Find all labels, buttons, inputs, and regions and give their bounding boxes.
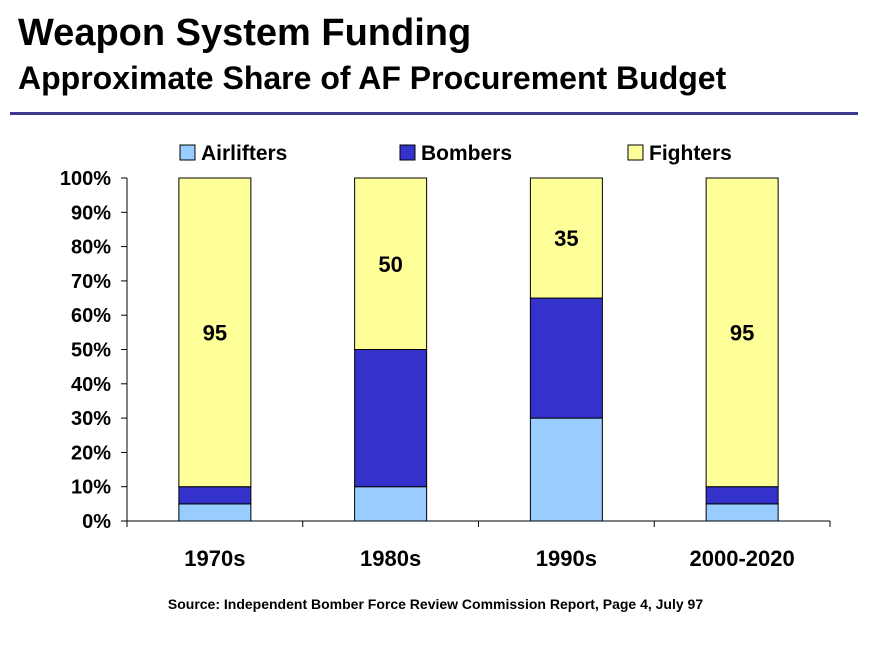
chart-subtitle: Approximate Share of AF Procurement Budg… [18, 60, 727, 96]
bar-fighters-1990s [529, 177, 603, 299]
bar-fighters-2000-2020 [705, 177, 779, 488]
y-tick-label: 70% [71, 271, 111, 293]
source-note: Source: Independent Bomber Force Review … [167, 596, 704, 612]
legend-label-fighters: Fighters [649, 142, 732, 165]
data-label: 95 [203, 320, 227, 345]
y-tick-label: 60% [71, 305, 111, 327]
bar-bombers-1970s [178, 486, 252, 505]
x-tick-label: 1990s [536, 546, 597, 571]
y-tick-label: 90% [71, 202, 111, 224]
y-tick-label: 30% [71, 408, 111, 430]
legend-swatch-fighters [627, 144, 644, 161]
bar-airlifters-1980s [354, 486, 428, 522]
y-tick-label: 10% [71, 477, 111, 499]
x-tick-label: 2000-2020 [690, 546, 795, 571]
y-tick-label: 40% [71, 374, 111, 396]
x-tick-label: 1970s [184, 546, 245, 571]
bar-fighters-1980s [354, 177, 428, 350]
y-tick-label: 100% [60, 168, 111, 190]
bar-bombers-1990s [529, 297, 603, 419]
bar-airlifters-1990s [529, 417, 603, 522]
y-tick-label: 20% [71, 442, 111, 464]
bar-airlifters-2000-2020 [705, 503, 779, 522]
data-label: 35 [554, 226, 578, 251]
y-tick-label: 80% [71, 237, 111, 259]
title-divider [10, 112, 858, 115]
bar-bombers-2000-2020 [705, 486, 779, 505]
x-tick-label: 1980s [360, 546, 421, 571]
bar-fighters-1970s [178, 177, 252, 488]
y-tick-label: 0% [82, 511, 111, 533]
data-label: 50 [378, 252, 402, 277]
chart-title: Weapon System Funding [18, 12, 472, 54]
bar-bombers-1980s [354, 349, 428, 488]
legend-swatch-airlifters [179, 144, 196, 161]
legend-label-bombers: Bombers [421, 142, 512, 165]
bar-airlifters-1970s [178, 503, 252, 522]
legend-label-airlifters: Airlifters [201, 142, 287, 165]
data-label: 95 [730, 320, 754, 345]
legend-swatch-bombers [399, 144, 416, 161]
y-tick-label: 50% [71, 340, 111, 362]
